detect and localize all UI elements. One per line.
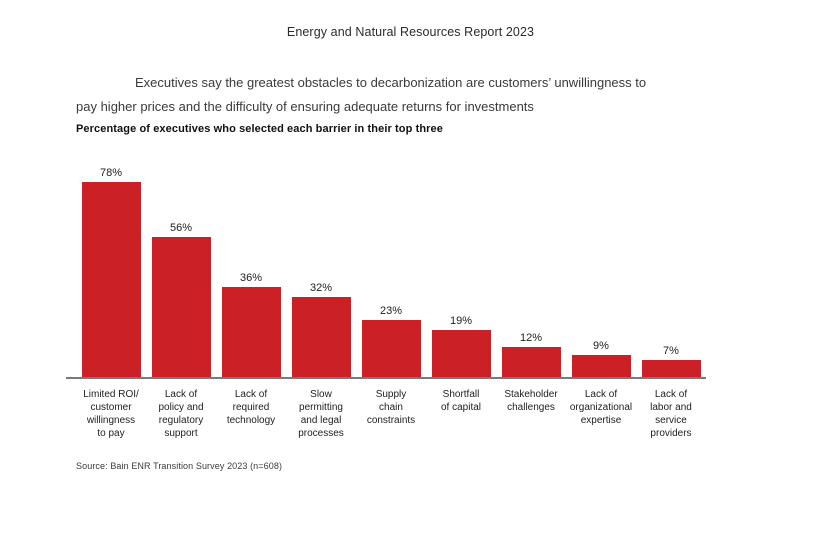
bar [501, 347, 561, 377]
bar [361, 319, 421, 377]
category-labels-row: Limited ROI/ customer willingness to pay… [76, 379, 706, 440]
bar [221, 287, 281, 377]
bar-value-label: 78% [99, 167, 123, 179]
bar [431, 329, 491, 377]
category-label: Lack of labor and service providers [650, 389, 692, 439]
summary-text: Executives say the greatest obstacles to… [76, 75, 647, 114]
x-axis-line [66, 377, 706, 379]
category-label: Slow permitting and legal processes [298, 389, 344, 439]
category-label: Lack of required technology [226, 389, 276, 426]
bar [291, 297, 351, 377]
category-label: Stakeholder challenges [504, 389, 558, 413]
bar-value-label: 19% [449, 314, 473, 327]
bar-column: 78% [76, 167, 146, 377]
bar-column: 23% [356, 304, 426, 377]
category-label: Lack of organizational expertise [569, 389, 633, 426]
bar-value-label: 32% [309, 282, 333, 294]
bar [571, 354, 631, 377]
bar-value-label: 7% [663, 344, 679, 357]
bar-value-label: 12% [519, 332, 543, 344]
bar-value-label: 56% [169, 222, 193, 234]
report-title: Energy and Natural Resources Report 2023 [286, 25, 535, 39]
bars-row: 78% 56% 36% 32% 23% 19% 12% 9% 7% [76, 162, 706, 377]
bar-value-label: 9% [593, 339, 609, 352]
category-label: Supply chain constraints [366, 389, 416, 426]
bar-column: 56% [146, 222, 216, 377]
bar-chart: 78% 56% 36% 32% 23% 19% 12% 9% 7% Limited ROI/ c… [66, 162, 706, 440]
chart-title: Percentage of executives who selected ea… [76, 123, 443, 135]
source-note: Source: Bain ENR Transition Survey 2023 … [76, 461, 283, 471]
bar-value-label: 36% [239, 272, 263, 284]
bar [151, 237, 211, 377]
bar-column: 36% [216, 272, 286, 377]
bar-column: 12% [496, 332, 566, 377]
category-label: Lack of policy and regulatory support [158, 389, 204, 439]
bar-column: 19% [426, 314, 496, 377]
bar-value-label: 23% [379, 304, 403, 317]
bar-column: 7% [636, 344, 706, 377]
category-label: Shortfall of capital [440, 389, 482, 413]
bar [81, 182, 141, 377]
bar-column: 32% [286, 282, 356, 377]
bar-column: 9% [566, 339, 636, 377]
bar [641, 359, 701, 377]
category-label: Limited ROI/ customer willingness to pay [83, 389, 139, 439]
